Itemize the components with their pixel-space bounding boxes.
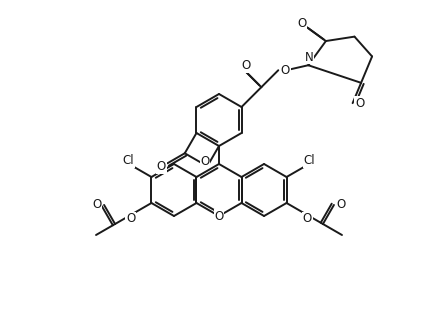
Text: O: O: [297, 17, 307, 30]
Text: O: O: [303, 212, 312, 226]
Text: O: O: [241, 59, 251, 72]
Text: Cl: Cl: [123, 154, 134, 167]
Text: O: O: [355, 97, 364, 110]
Text: O: O: [126, 212, 135, 226]
Text: O: O: [336, 198, 346, 211]
Text: N: N: [305, 51, 314, 64]
Text: O: O: [200, 155, 209, 168]
Text: O: O: [92, 198, 102, 211]
Text: O: O: [281, 64, 290, 77]
Text: Cl: Cl: [304, 154, 315, 167]
Text: O: O: [157, 160, 166, 173]
Text: O: O: [214, 210, 224, 222]
